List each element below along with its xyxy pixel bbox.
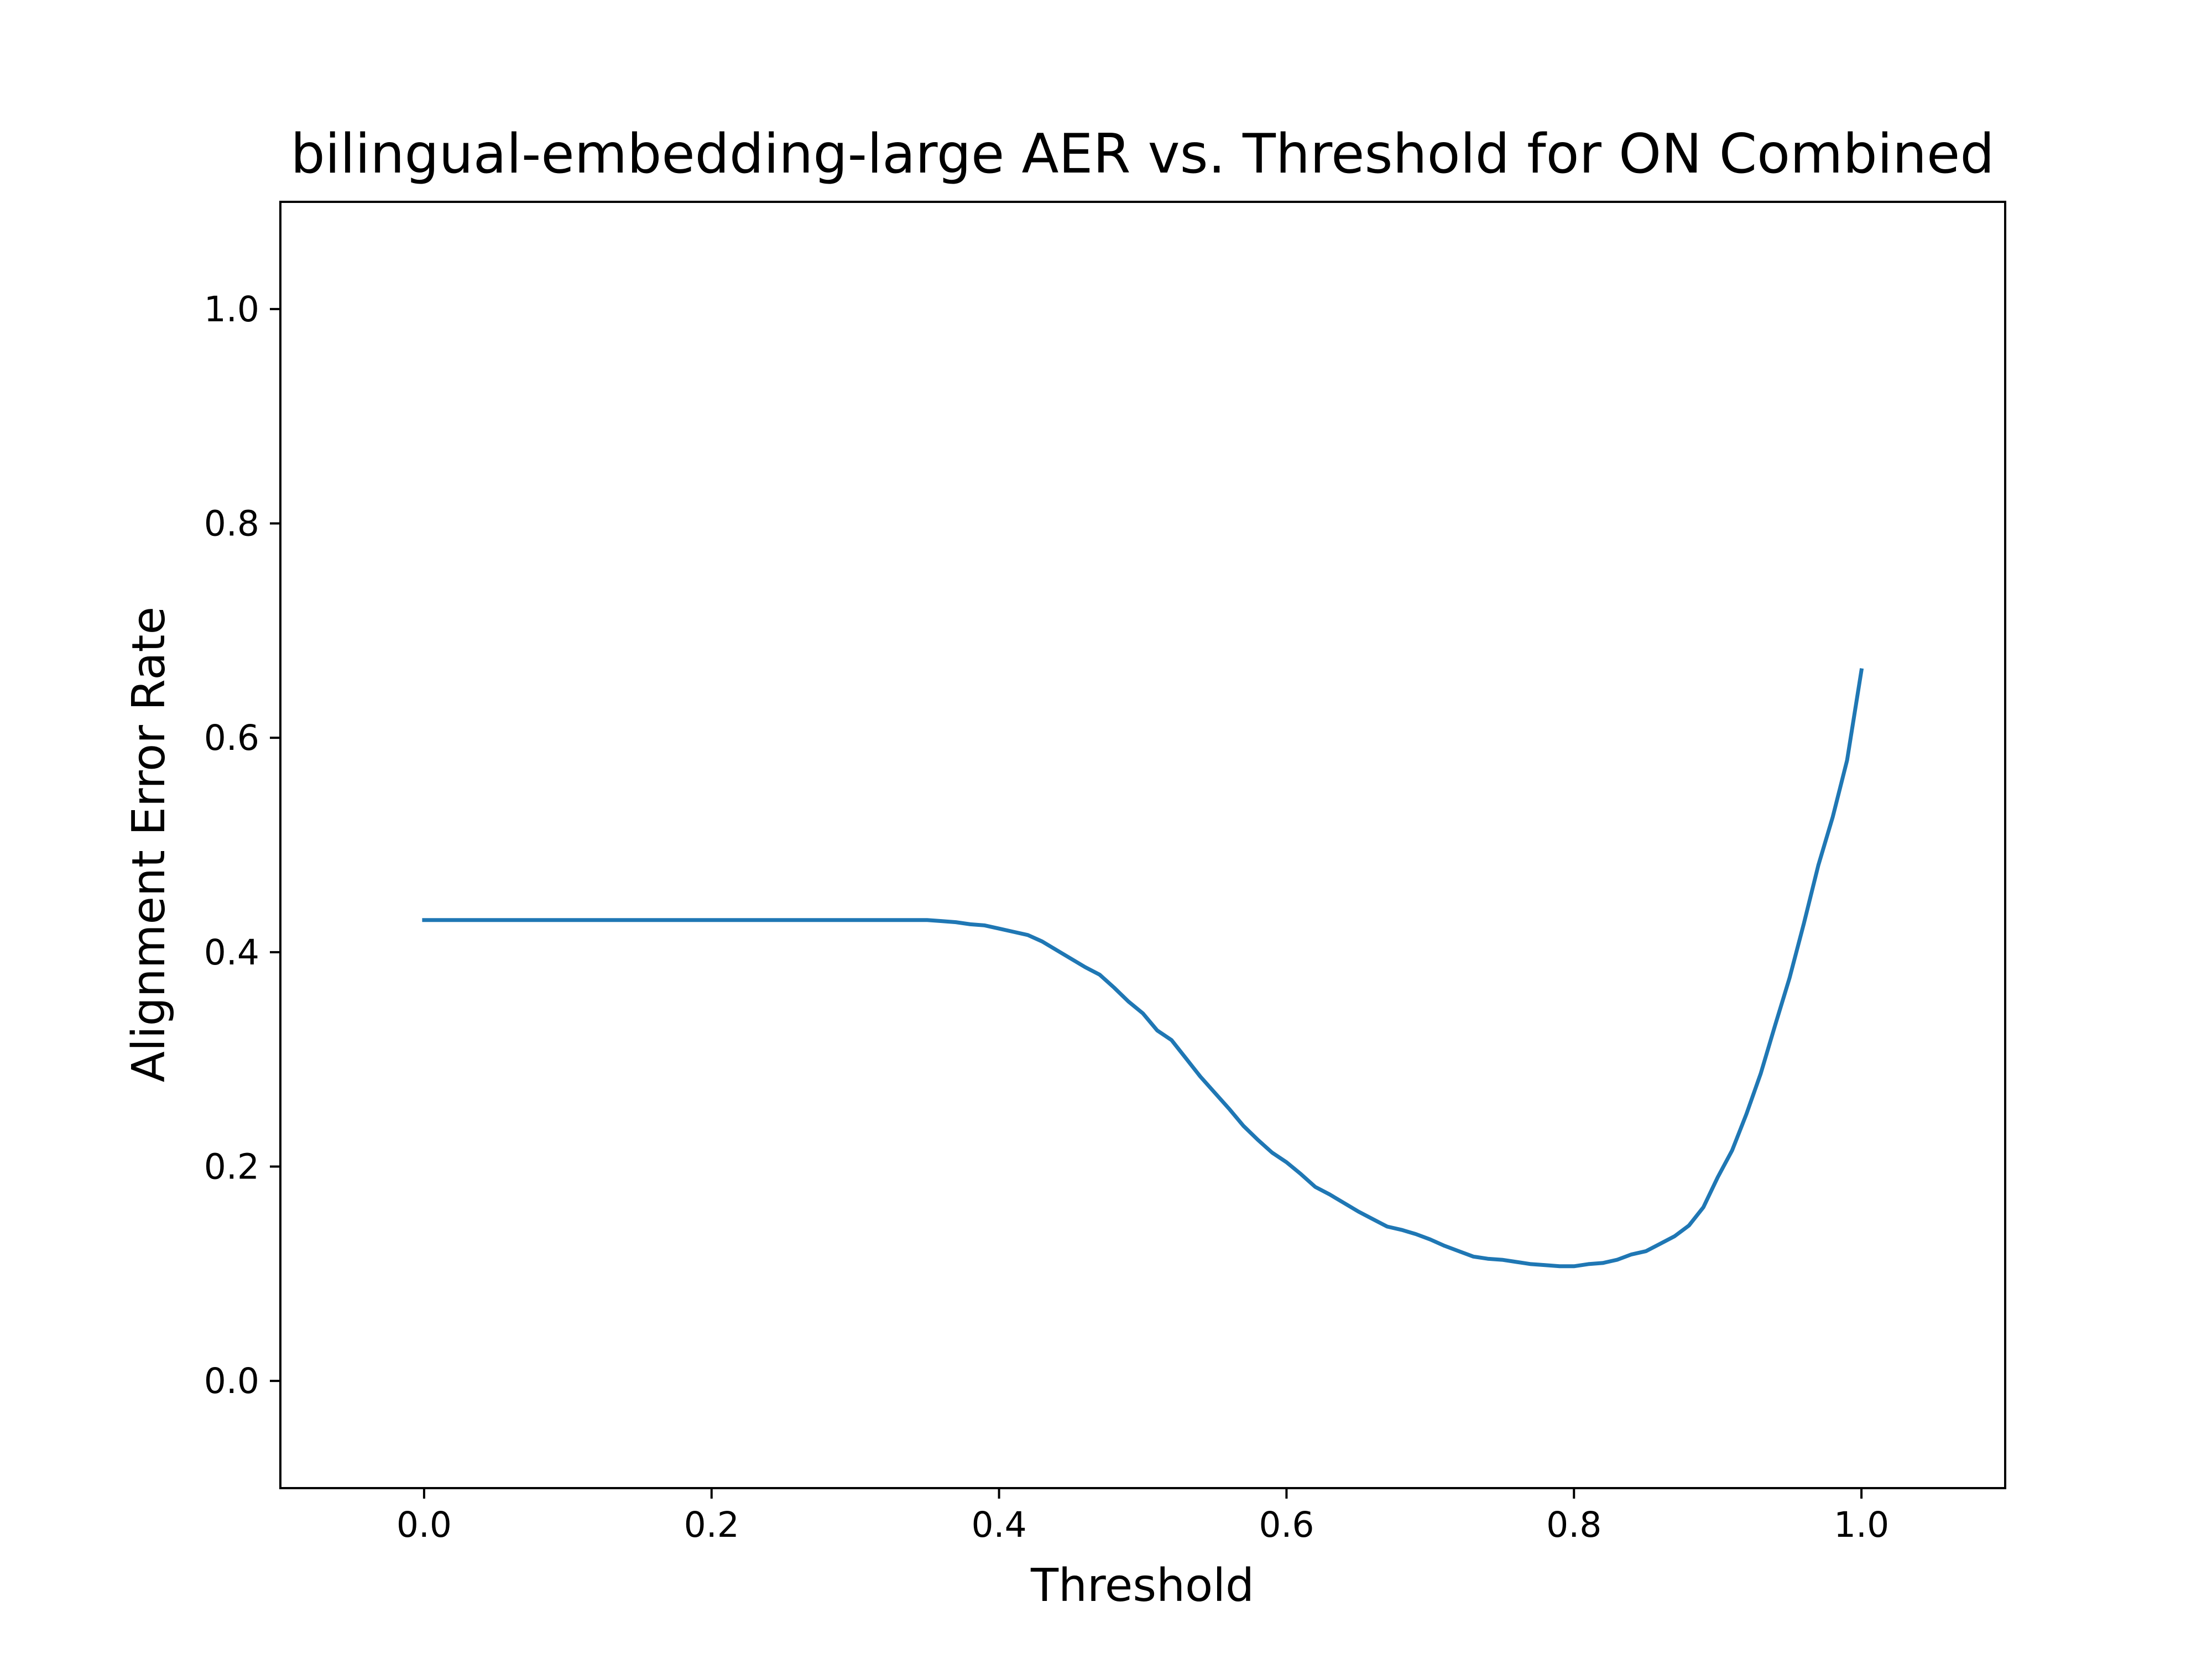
x-tick-label: 1.0 bbox=[1834, 1505, 1889, 1545]
x-tick-label: 0.6 bbox=[1259, 1505, 1314, 1545]
x-tick-label: 0.0 bbox=[397, 1505, 452, 1545]
x-tick-label: 0.2 bbox=[684, 1505, 739, 1545]
y-tick-label: 0.6 bbox=[204, 718, 259, 758]
plot-area bbox=[422, 668, 1864, 1269]
y-axis-title: Alignment Error Rate bbox=[123, 607, 175, 1082]
x-axis-ticks: 0.0 0.2 0.4 0.6 0.8 1.0 bbox=[397, 1488, 1889, 1545]
y-tick-label: 0.8 bbox=[204, 504, 259, 544]
series-line-0 bbox=[422, 668, 1864, 1269]
y-tick-label: 0.2 bbox=[204, 1147, 259, 1187]
x-tick-label: 0.8 bbox=[1546, 1505, 1601, 1545]
x-axis-title: Threshold bbox=[1030, 1559, 1254, 1612]
axes-frame bbox=[279, 201, 2006, 1489]
y-tick-label: 0.0 bbox=[204, 1361, 259, 1401]
x-tick-label: 0.4 bbox=[971, 1505, 1026, 1545]
y-axis-ticks: 0.0 0.2 0.4 0.6 0.8 1.0 bbox=[204, 289, 280, 1401]
y-tick-label: 1.0 bbox=[204, 289, 259, 330]
chart-title: bilingual-embedding-large AER vs. Thresh… bbox=[290, 123, 1994, 186]
y-tick-label: 0.4 bbox=[204, 932, 259, 973]
